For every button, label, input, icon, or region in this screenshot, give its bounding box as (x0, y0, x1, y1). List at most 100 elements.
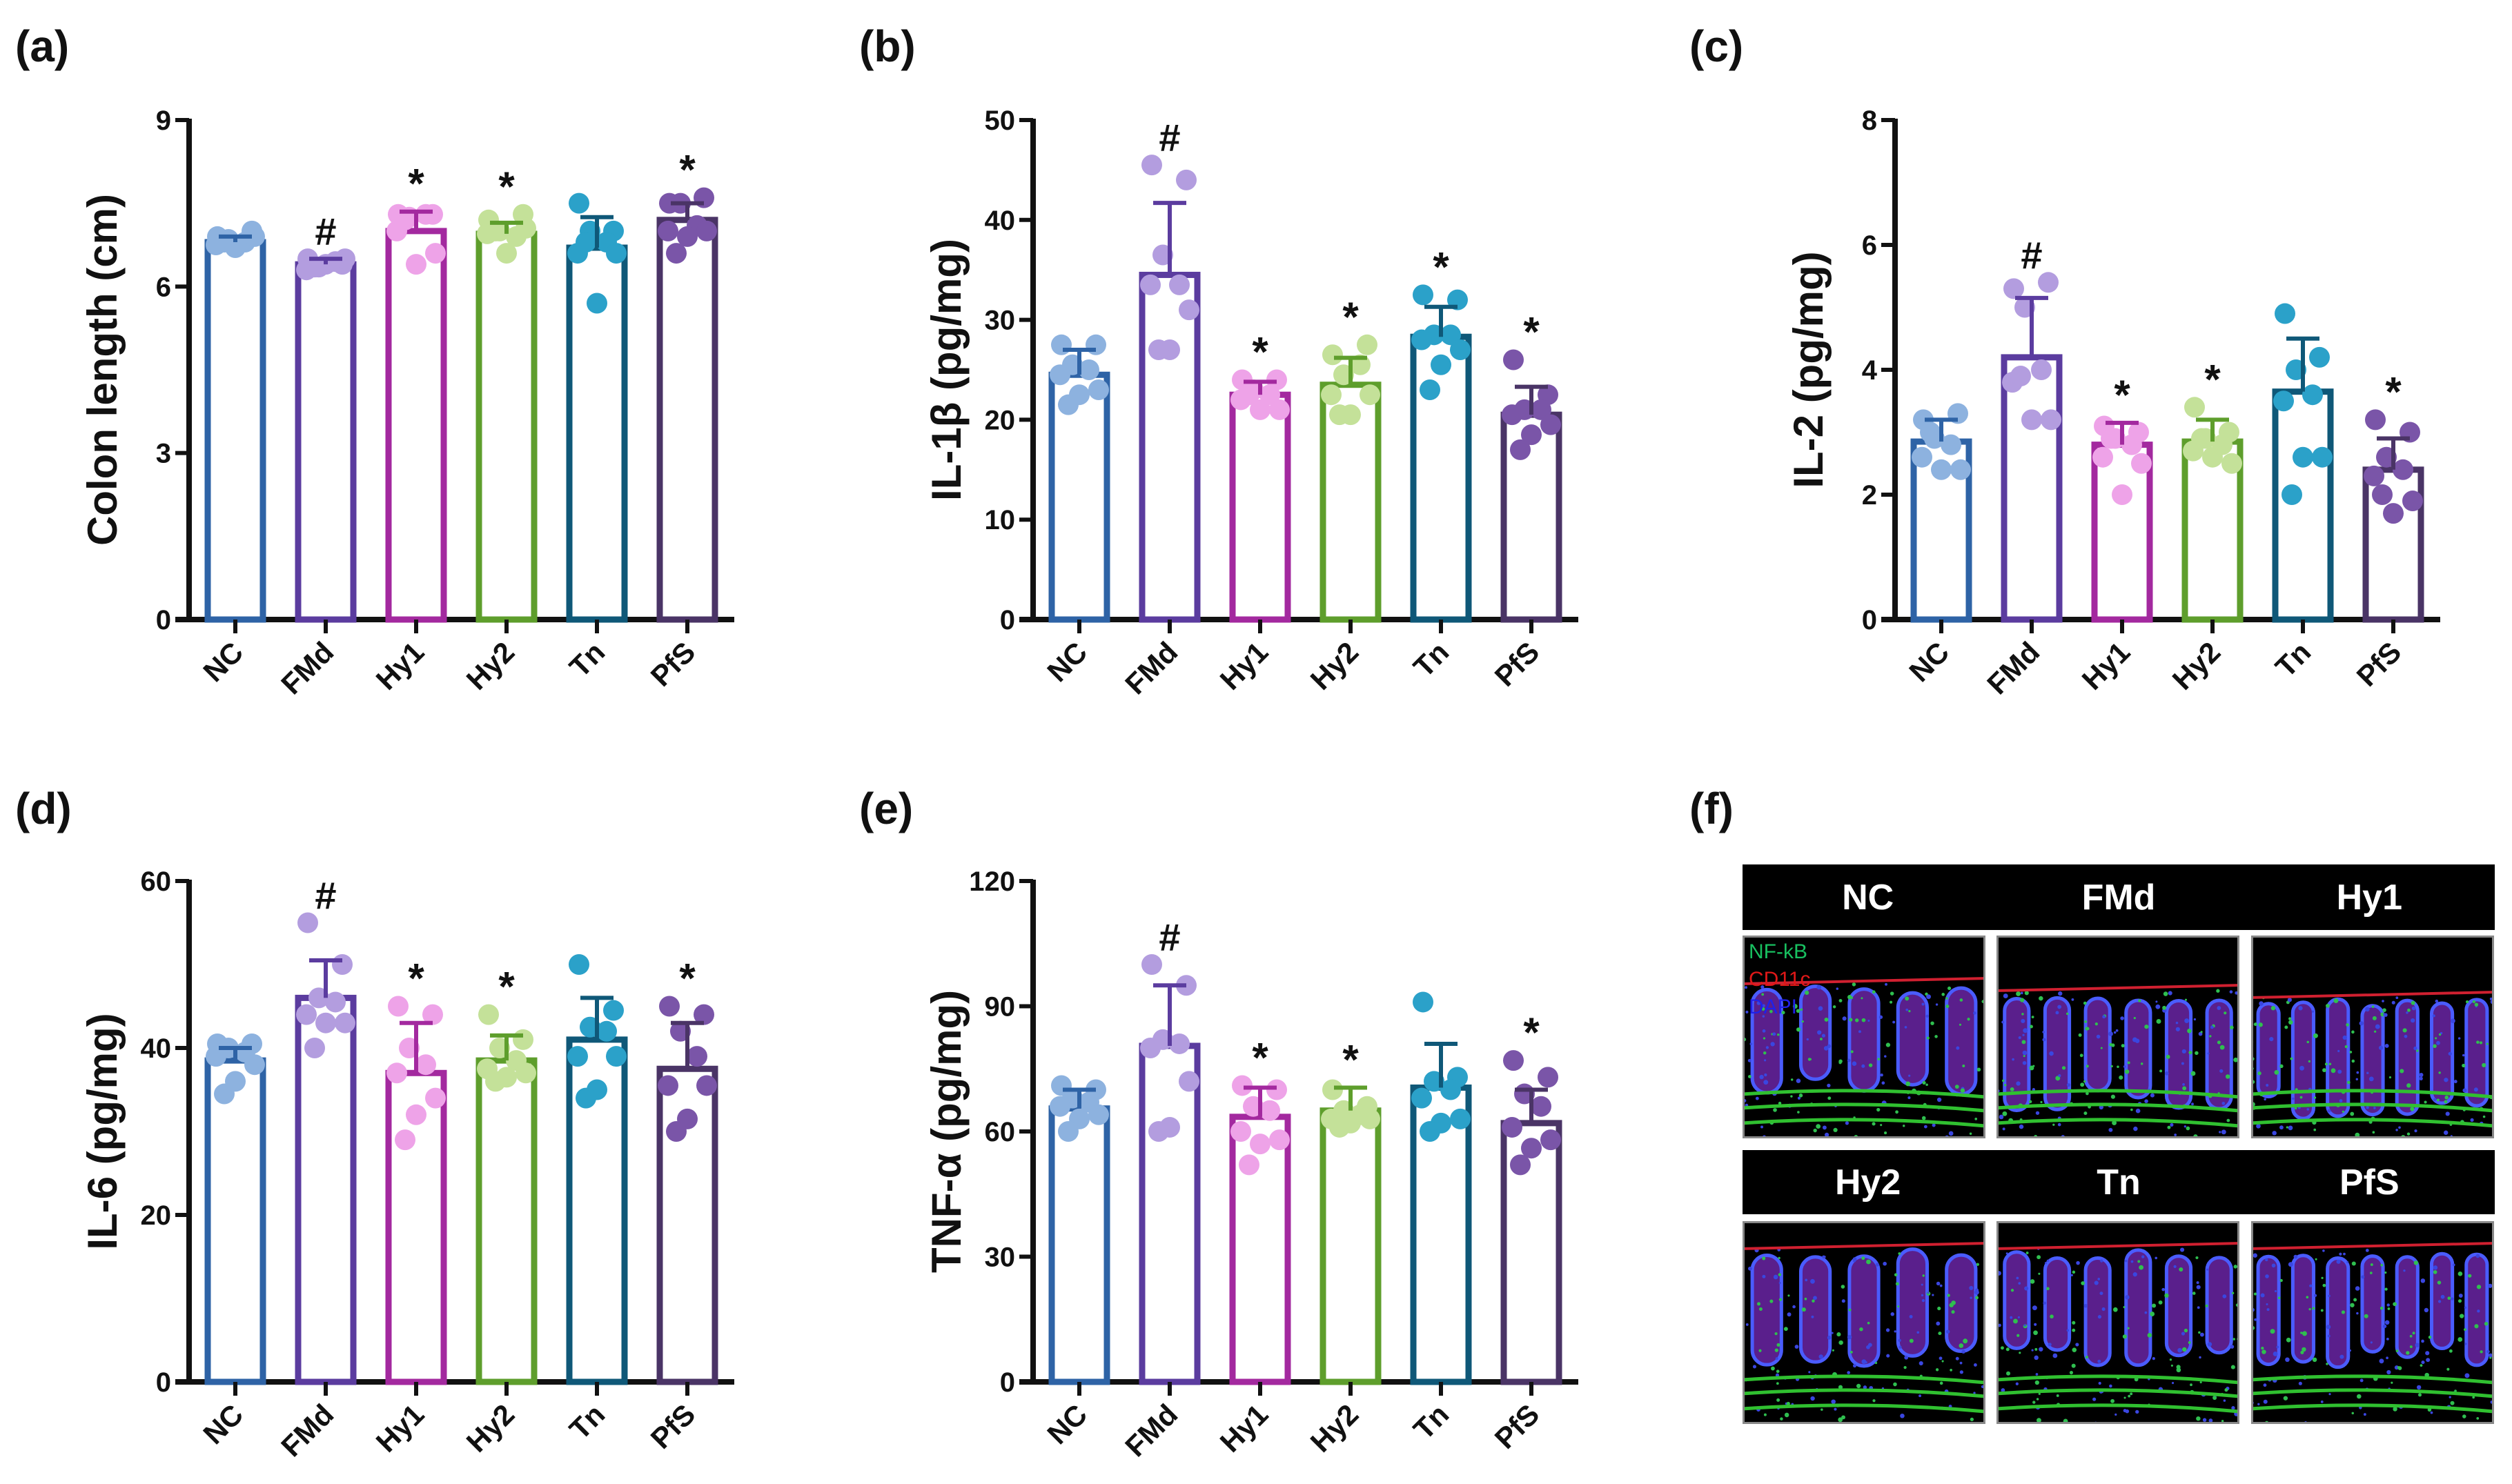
x-tick-label-NC: NC (197, 635, 249, 688)
bar-FMd (2001, 354, 2063, 623)
y-tick-label: 0 (1000, 605, 1015, 635)
y-tick-label: 60 (985, 1117, 1016, 1147)
data-point-NC (1931, 459, 1952, 480)
tissue-texture (1745, 1242, 1983, 1422)
data-point-PfS (1510, 439, 1531, 460)
significance-mark-FMd: # (315, 210, 336, 253)
data-point-Hy1 (1230, 1121, 1251, 1142)
data-point-NC (244, 1054, 265, 1076)
data-point-Hy1 (2131, 453, 2152, 474)
data-point-NC (1941, 434, 1961, 455)
x-tick-label-NC: NC (1041, 635, 1093, 688)
data-point-Hy1 (1239, 384, 1259, 406)
y-tick-label: 0 (1862, 605, 1877, 635)
x-tick-label-Tn: Tn (563, 1398, 611, 1446)
bar-Hy1 (1229, 1114, 1291, 1385)
tissue-texture (2253, 1242, 2492, 1422)
data-point-PfS (1503, 349, 1524, 370)
data-point-NC (1912, 446, 1932, 468)
significance-mark-FMd: # (1159, 916, 1180, 959)
x-tick-label-PfS: PfS (1489, 1398, 1546, 1455)
bar-Hy2 (475, 230, 538, 623)
significance-mark-PfS: * (2385, 368, 2402, 415)
image-header-nc: NC (1842, 877, 1894, 918)
data-point-PfS (658, 1075, 678, 1096)
data-point-NC (206, 1046, 226, 1067)
data-point-Tn (1450, 1108, 1471, 1129)
significance-mark-Hy1: * (2114, 372, 2130, 418)
data-point-Hy1 (1269, 399, 1290, 420)
data-point-FMd (297, 912, 318, 933)
data-point-NC (1086, 334, 1106, 355)
bar-Hy2 (1319, 1107, 1382, 1385)
x-tick-label-Hy1: Hy1 (2076, 635, 2137, 696)
x-tick-label-PfS: PfS (645, 635, 702, 693)
data-point-Tn (2302, 384, 2323, 406)
y-tick-label: 30 (985, 1243, 1016, 1273)
data-point-Hy1 (2092, 446, 2113, 468)
data-point-Tn (1431, 354, 1451, 375)
data-point-FMd (315, 1012, 336, 1033)
data-point-Tn (596, 1020, 617, 1042)
data-point-Hy2 (513, 1029, 533, 1050)
significance-mark-Hy2: * (1342, 294, 1359, 340)
x-tick-label-Hy1: Hy1 (1214, 635, 1275, 696)
data-point-Hy1 (2101, 428, 2121, 449)
data-point-Hy2 (1322, 1079, 1343, 1100)
significance-mark-Hy1: * (1252, 328, 1268, 375)
bar-Hy1 (385, 228, 447, 623)
y-tick-label: 0 (156, 1367, 171, 1398)
data-point-Hy2 (1329, 1116, 1350, 1138)
data-point-Tn (567, 1046, 588, 1067)
data-point-NC (1050, 364, 1070, 386)
image-header-pfs: PfS (2339, 1162, 2400, 1203)
data-point-Hy2 (1360, 384, 1380, 406)
x-tick-label-Tn: Tn (1407, 1398, 1455, 1446)
panel-label-d: (d) (15, 784, 72, 833)
y-tick-label: 0 (156, 605, 171, 635)
panel-label-c: (c) (1689, 21, 1744, 71)
data-point-FMd (335, 1012, 355, 1033)
bar-Tn (2272, 388, 2334, 623)
data-point-FMd (1141, 954, 1162, 975)
bar-NC (1048, 1105, 1110, 1385)
micrograph-hy1 (2251, 936, 2494, 1138)
data-point-PfS (1540, 1129, 1561, 1151)
significance-mark-Hy2: * (498, 164, 515, 210)
data-point-Tn (1411, 1087, 1432, 1109)
significance-mark-Hy1: * (408, 956, 424, 1002)
data-point-PfS (1521, 424, 1542, 446)
data-point-Tn (2293, 446, 2313, 468)
data-point-Tn (1411, 329, 1432, 350)
micrograph-tn (1996, 1221, 2239, 1424)
data-point-PfS (2372, 484, 2393, 505)
data-point-PfS (659, 996, 680, 1017)
data-point-Tn (1440, 324, 1461, 346)
data-point-PfS (2393, 459, 2413, 480)
x-tick-label-Hy2: Hy2 (1304, 635, 1365, 696)
stain-label-cd11c: CD11c (1749, 968, 1811, 991)
x-tick-label-Hy1: Hy1 (1214, 1398, 1275, 1458)
data-point-Hy1 (395, 1129, 415, 1151)
data-point-Hy1 (386, 1062, 407, 1084)
data-point-PfS (1510, 1154, 1531, 1176)
significance-mark-FMd: # (1159, 116, 1180, 159)
chart-panel-2: 0 2 4 6 8 IL-2 (pg/mg) NC FMd # Hy1 * Hy2 * Tn PfS * (1785, 106, 2440, 700)
significance-mark-PfS: * (1523, 309, 1540, 355)
data-point-NC (1950, 459, 1971, 480)
data-point-PfS (2365, 409, 2386, 431)
data-point-PfS (2364, 465, 2384, 486)
data-point-FMd (2010, 366, 2031, 387)
data-point-Tn (2309, 346, 2330, 368)
data-point-Tn (576, 231, 596, 253)
data-point-Tn (2312, 446, 2333, 468)
data-point-PfS (666, 243, 687, 264)
tissue-texture (1999, 984, 2237, 1136)
x-tick-label-FMd: FMd (1119, 1398, 1184, 1463)
y-tick-label: 2 (1862, 480, 1877, 511)
data-point-Tn (1450, 339, 1471, 361)
chart-panel-1: 0 10 20 30 40 50 IL-1β (pg/mg) NC FMd # Hy1 * Hy2 * Tn… (923, 106, 1578, 700)
bar-NC (204, 239, 266, 623)
significance-mark-Hy2: * (498, 964, 515, 1010)
data-point-Hy1 (1239, 1154, 1259, 1176)
